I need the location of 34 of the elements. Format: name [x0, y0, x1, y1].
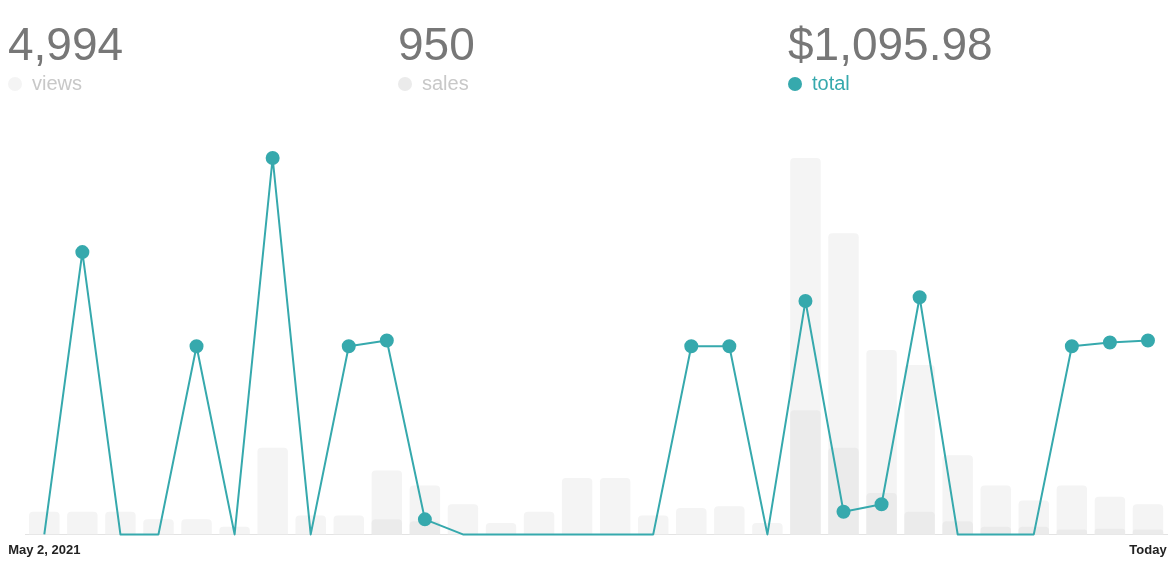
point	[75, 245, 90, 260]
bar	[29, 511, 60, 535]
x-tick-label: Today	[1129, 541, 1168, 557]
point	[417, 512, 432, 527]
bar	[67, 511, 98, 535]
point	[874, 497, 889, 512]
point	[836, 504, 851, 519]
point	[265, 151, 280, 165]
bar	[599, 477, 631, 535]
bar	[181, 519, 212, 535]
text: $1,095.98	[788, 18, 993, 70]
point	[189, 339, 204, 354]
text: 950	[398, 18, 475, 70]
bar	[333, 515, 364, 535]
text: 4,994	[8, 18, 124, 70]
bar	[714, 506, 745, 535]
bar	[447, 504, 479, 535]
bar	[257, 447, 288, 535]
bar	[143, 519, 174, 535]
bar	[105, 511, 136, 535]
point	[379, 333, 394, 348]
point	[684, 339, 699, 354]
point	[1064, 339, 1079, 354]
bar	[561, 477, 593, 535]
point	[912, 290, 927, 305]
point	[798, 294, 813, 309]
bar	[676, 508, 707, 535]
point	[1140, 333, 1155, 348]
point	[722, 339, 737, 354]
legend-label: total	[812, 72, 850, 95]
point	[1102, 335, 1117, 350]
x-tick-label: May 2, 2021	[8, 541, 81, 557]
point	[341, 339, 356, 354]
bar	[523, 511, 555, 535]
